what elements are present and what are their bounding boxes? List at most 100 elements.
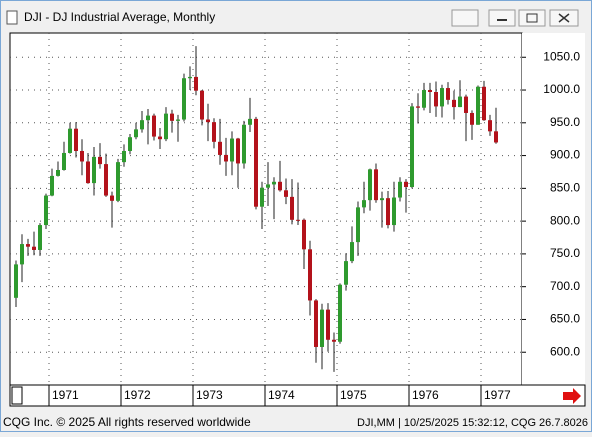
candle-body — [290, 196, 294, 220]
candle-body — [32, 246, 36, 250]
candle-body — [254, 118, 258, 207]
candle-body — [74, 128, 78, 151]
candle-body — [446, 88, 450, 100]
candle-body — [62, 152, 66, 170]
candle-body — [332, 339, 336, 342]
candle-body — [422, 90, 426, 108]
candle-body — [236, 138, 240, 164]
candle-body — [212, 122, 216, 142]
candle-body — [380, 198, 384, 201]
candle-body — [368, 169, 372, 201]
candle-body — [122, 150, 126, 163]
candle-body — [50, 175, 54, 196]
candle-body — [110, 195, 114, 201]
candle-body — [362, 200, 366, 208]
window-title: DJI - DJ Industrial Average, Monthly — [24, 10, 215, 24]
footer-right: DJI,MM | 10/25/2025 15:32:12, CQG 26.7.8… — [357, 417, 588, 429]
candle-body — [86, 161, 90, 184]
candle-body — [314, 300, 318, 347]
x-axis-area — [9, 384, 586, 407]
y-tick-label: 650.0 — [550, 312, 580, 326]
candle-body — [224, 154, 228, 162]
candle-body — [494, 131, 498, 143]
candle-body — [356, 207, 360, 243]
scroll-box[interactable] — [11, 386, 23, 405]
x-tick-label: 1975 — [340, 388, 367, 402]
candle-body — [344, 261, 348, 285]
candle-body — [146, 115, 150, 121]
candle-body — [182, 78, 186, 120]
candle-body — [470, 112, 474, 125]
candle-body — [56, 169, 60, 176]
candle-body — [428, 90, 432, 92]
candle-body — [176, 119, 180, 121]
y-tick-label: 1000.0 — [543, 82, 580, 96]
candle-body — [20, 244, 24, 265]
candle-body — [374, 169, 378, 201]
candle-body — [170, 113, 174, 121]
candle-body — [104, 164, 108, 196]
candle-body — [26, 244, 30, 247]
x-tick-label: 1976 — [412, 388, 439, 402]
candle-body — [248, 118, 252, 125]
close-icon — [558, 13, 570, 23]
x-tick-label: 1974 — [268, 388, 295, 402]
candle-body — [272, 181, 276, 185]
candle-body — [320, 309, 324, 347]
candle-body — [434, 91, 438, 107]
candle-body — [128, 137, 132, 151]
maximize-button[interactable] — [518, 9, 546, 27]
candle-body — [80, 150, 84, 162]
candle-body — [14, 264, 18, 298]
candle-body — [398, 181, 402, 198]
y-tick-label: 900.0 — [550, 148, 580, 162]
x-tick-label: 1971 — [52, 388, 79, 402]
y-tick-label: 1050.0 — [543, 49, 580, 63]
candle-body — [44, 195, 48, 226]
candle-body — [416, 106, 420, 108]
candle-body — [488, 120, 492, 132]
candle-body — [230, 138, 234, 162]
plot-area — [9, 32, 523, 386]
candle-body — [458, 96, 462, 108]
candle-body — [338, 284, 342, 342]
candle-body — [296, 219, 300, 221]
candle-body — [188, 76, 192, 79]
y-tick-label: 750.0 — [550, 246, 580, 260]
candle-body — [218, 141, 222, 155]
candle-body — [92, 156, 96, 184]
candle-body — [386, 198, 390, 226]
y-tick-label: 850.0 — [550, 181, 580, 195]
candle-body — [464, 96, 468, 113]
minimize-button[interactable] — [488, 9, 516, 27]
x-tick-label: 1972 — [124, 388, 151, 402]
y-tick-label: 700.0 — [550, 279, 580, 293]
y-tick-label: 800.0 — [550, 213, 580, 227]
candle-body — [242, 124, 246, 164]
candle-body — [68, 128, 72, 153]
candle-body — [152, 115, 156, 137]
candle-body — [308, 249, 312, 301]
candle-body — [404, 181, 408, 188]
candle-body — [38, 225, 42, 250]
y-tick-label: 950.0 — [550, 115, 580, 129]
candle-body — [158, 136, 162, 140]
candle-body — [326, 309, 330, 340]
candle-body — [206, 119, 210, 123]
candle-body — [278, 181, 282, 191]
y-tick-label: 600.0 — [550, 344, 580, 358]
candle-body — [164, 113, 168, 140]
y-axis-area — [522, 33, 585, 385]
maximize-icon — [526, 13, 538, 23]
scroll-arrow[interactable] — [563, 388, 581, 404]
candle-body — [410, 106, 414, 188]
link-button[interactable] — [451, 9, 479, 27]
candle-body — [260, 187, 264, 207]
candle-body — [194, 76, 198, 91]
app-icon — [6, 10, 18, 25]
x-tick-label: 1973 — [196, 388, 223, 402]
candle-body — [200, 90, 204, 120]
candle-body — [440, 88, 444, 107]
